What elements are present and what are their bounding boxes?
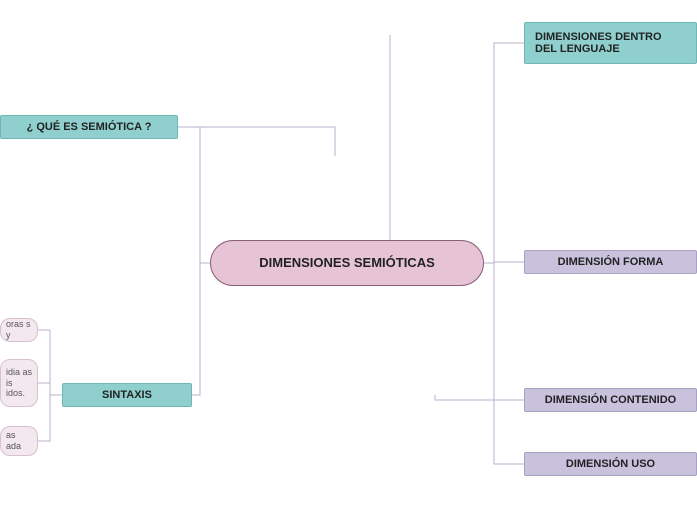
node-dimension-forma[interactable]: DIMENSIÓN FORMA [524, 250, 697, 274]
node-label: idia as is idos. [6, 367, 32, 399]
node-label: oras s y [6, 319, 32, 341]
node-dimensiones-dentro-lenguaje[interactable]: DIMENSIONES DENTRO DEL LENGUAJE [524, 22, 697, 64]
node-label: DIMENSIÓN CONTENIDO [545, 394, 676, 406]
center-label: DIMENSIONES SEMIÓTICAS [259, 255, 435, 272]
node-label: DIMENSIÓN USO [566, 458, 655, 470]
partial-node-3[interactable]: as ada [0, 426, 38, 456]
partial-node-1[interactable]: oras s y [0, 318, 38, 342]
partial-node-2[interactable]: idia as is idos. [0, 359, 38, 407]
node-label: as ada [6, 430, 32, 452]
node-dimension-contenido[interactable]: DIMENSIÓN CONTENIDO [524, 388, 697, 412]
node-label: DIMENSIONES DENTRO DEL LENGUAJE [535, 31, 686, 55]
node-sintaxis[interactable]: SINTAXIS [62, 383, 192, 407]
node-label: DIMENSIÓN FORMA [558, 256, 664, 268]
node-label: ¿ QUÉ ES SEMIÓTICA ? [27, 121, 152, 133]
node-que-es-semiotica[interactable]: ¿ QUÉ ES SEMIÓTICA ? [0, 115, 178, 139]
node-dimension-uso[interactable]: DIMENSIÓN USO [524, 452, 697, 476]
center-node[interactable]: DIMENSIONES SEMIÓTICAS [210, 240, 484, 286]
node-label: SINTAXIS [102, 389, 152, 401]
